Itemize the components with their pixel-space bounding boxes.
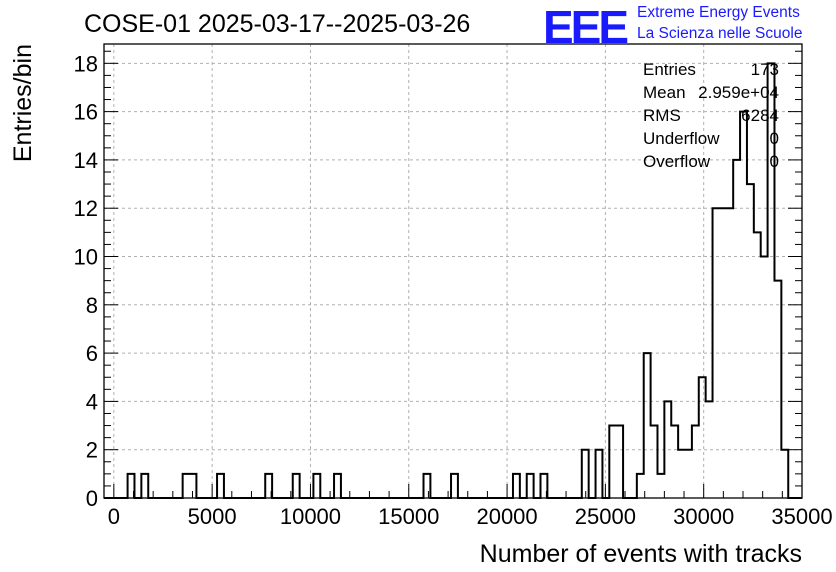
axis-ticks bbox=[104, 50, 803, 499]
x-tick-label: 0 bbox=[108, 504, 120, 529]
histogram-bin bbox=[217, 474, 224, 498]
stat-rms-value: 6284 bbox=[741, 106, 779, 125]
y-tick-label: 14 bbox=[74, 148, 98, 173]
x-tick-label: 15000 bbox=[378, 504, 439, 529]
histogram-bin bbox=[781, 450, 788, 498]
y-tick-label: 8 bbox=[86, 293, 98, 318]
histogram-bin bbox=[747, 184, 754, 498]
histogram-bin bbox=[527, 474, 534, 498]
y-tick-label: 12 bbox=[74, 196, 98, 221]
stat-overflow-label: Overflow bbox=[643, 152, 711, 171]
histogram-bin bbox=[761, 257, 768, 498]
histogram-bin bbox=[685, 450, 692, 498]
y-tick-label: 18 bbox=[74, 51, 98, 76]
histogram-bin bbox=[733, 160, 740, 498]
histogram-bin bbox=[671, 426, 678, 498]
logo-line-1: Extreme Energy Events bbox=[637, 4, 800, 21]
y-tick-label: 10 bbox=[74, 245, 98, 270]
histogram-bin bbox=[657, 474, 664, 498]
x-tick-label: 30000 bbox=[673, 504, 734, 529]
histogram-bin bbox=[183, 474, 190, 498]
stat-entries-label: Entries bbox=[643, 60, 696, 79]
y-tick-label: 16 bbox=[74, 100, 98, 125]
histogram-bin bbox=[692, 426, 699, 498]
y-axis-label: Entries/bin bbox=[9, 44, 37, 162]
x-axis-label: Number of events with tracks bbox=[480, 540, 802, 568]
histogram-bin bbox=[678, 450, 685, 498]
plot-frame bbox=[103, 43, 803, 499]
histogram-bin bbox=[719, 208, 726, 498]
y-tick-label: 4 bbox=[86, 389, 98, 414]
x-tick-label: 20000 bbox=[476, 504, 537, 529]
tick-labels: 0 5000 10000 15000 20000 25000 30000 35000 0 2 4 6 8… bbox=[74, 51, 833, 529]
histogram-bin bbox=[334, 474, 341, 498]
histogram-bin bbox=[740, 112, 747, 498]
histogram-bin bbox=[637, 474, 644, 498]
histogram-bin bbox=[726, 208, 733, 498]
histogram-bin bbox=[424, 474, 431, 498]
histogram-bin bbox=[141, 474, 148, 498]
stat-rms-label: RMS bbox=[643, 106, 681, 125]
stat-mean-label: Mean bbox=[643, 83, 686, 102]
histogram-bin bbox=[451, 474, 458, 498]
histogram-bin bbox=[644, 353, 651, 498]
eee-logo: EEE bbox=[543, 1, 629, 53]
histogram-bin bbox=[713, 208, 720, 498]
y-tick-label: 2 bbox=[86, 438, 98, 463]
x-tick-label: 35000 bbox=[771, 504, 832, 529]
chart-title: COSE-01 2025-03-17--2025-03-26 bbox=[84, 10, 471, 38]
histogram-bin bbox=[596, 450, 603, 498]
histogram-bin bbox=[582, 450, 589, 498]
histogram-bin bbox=[609, 426, 616, 498]
histogram-bin bbox=[513, 474, 520, 498]
histogram-bin bbox=[754, 232, 761, 498]
histogram-bin bbox=[699, 377, 706, 498]
x-tick-label: 5000 bbox=[188, 504, 237, 529]
x-tick-label: 10000 bbox=[280, 504, 341, 529]
logo-line-2: La Scienza nelle Scuole bbox=[637, 25, 803, 42]
histogram-bin bbox=[293, 474, 300, 498]
histogram-bin bbox=[774, 281, 781, 498]
stat-overflow-value: 0 bbox=[769, 152, 779, 171]
histogram-bin bbox=[616, 426, 623, 498]
histogram-bin bbox=[706, 401, 713, 498]
stat-underflow-label: Underflow bbox=[643, 129, 720, 148]
histogram-bin bbox=[651, 426, 658, 498]
stat-mean-value: 2.959e+04 bbox=[698, 83, 779, 102]
histogram-bin bbox=[313, 474, 320, 498]
stat-entries-value: 173 bbox=[750, 60, 779, 79]
y-tick-label: 0 bbox=[86, 486, 98, 511]
y-tick-label: 6 bbox=[86, 341, 98, 366]
histogram-bin bbox=[664, 401, 671, 498]
stat-underflow-value: 0 bbox=[769, 129, 779, 148]
x-tick-label: 25000 bbox=[575, 504, 636, 529]
